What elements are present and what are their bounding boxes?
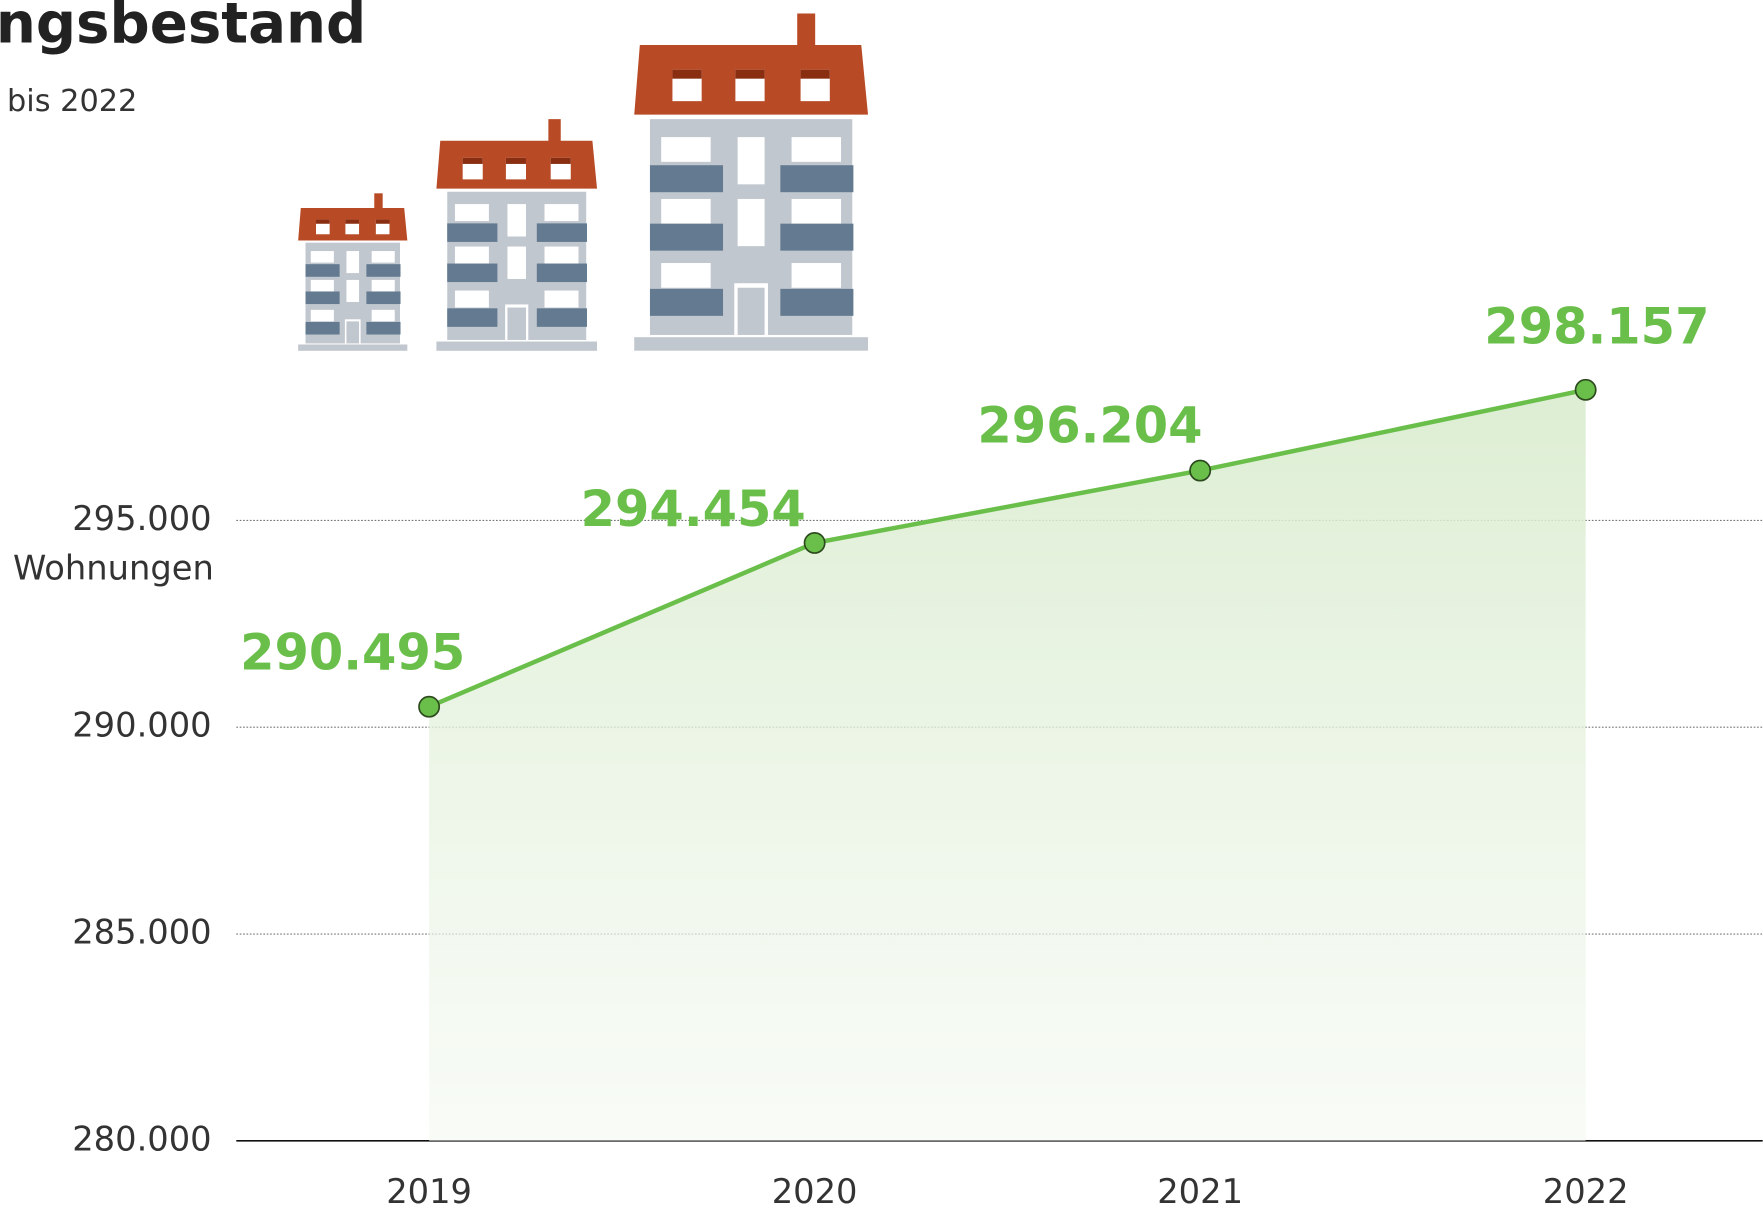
line xyxy=(428,387,1587,709)
point xyxy=(803,532,826,554)
data-label: 290.495 xyxy=(240,624,465,682)
point xyxy=(1574,378,1597,401)
x-tick-label: 2022 xyxy=(1543,1172,1629,1211)
x-tick-label: 2020 xyxy=(772,1172,858,1211)
y-axis-label: Wohnungen xyxy=(13,548,214,587)
y-tick-label: 290.000 xyxy=(72,706,211,745)
y-tick-label: 285.000 xyxy=(72,913,211,952)
x-tick-label: 2019 xyxy=(386,1172,472,1211)
data-label: 296.204 xyxy=(977,397,1202,455)
chart-subtitle: bis 2022 xyxy=(7,84,137,119)
building-icon xyxy=(298,193,408,351)
y-tick-label: 280.000 xyxy=(72,1119,211,1158)
data-label: 294.454 xyxy=(581,480,806,538)
data-label: 298.157 xyxy=(1484,298,1709,356)
x-tick-label: 2021 xyxy=(1157,1172,1243,1211)
point xyxy=(1189,459,1212,482)
building-icon xyxy=(634,13,869,351)
chart-title: ngsbestand xyxy=(0,0,366,57)
area-fill xyxy=(429,389,1586,1141)
point xyxy=(418,695,441,718)
y-tick-label: 295.000 xyxy=(72,499,211,538)
building-icon xyxy=(436,119,598,351)
